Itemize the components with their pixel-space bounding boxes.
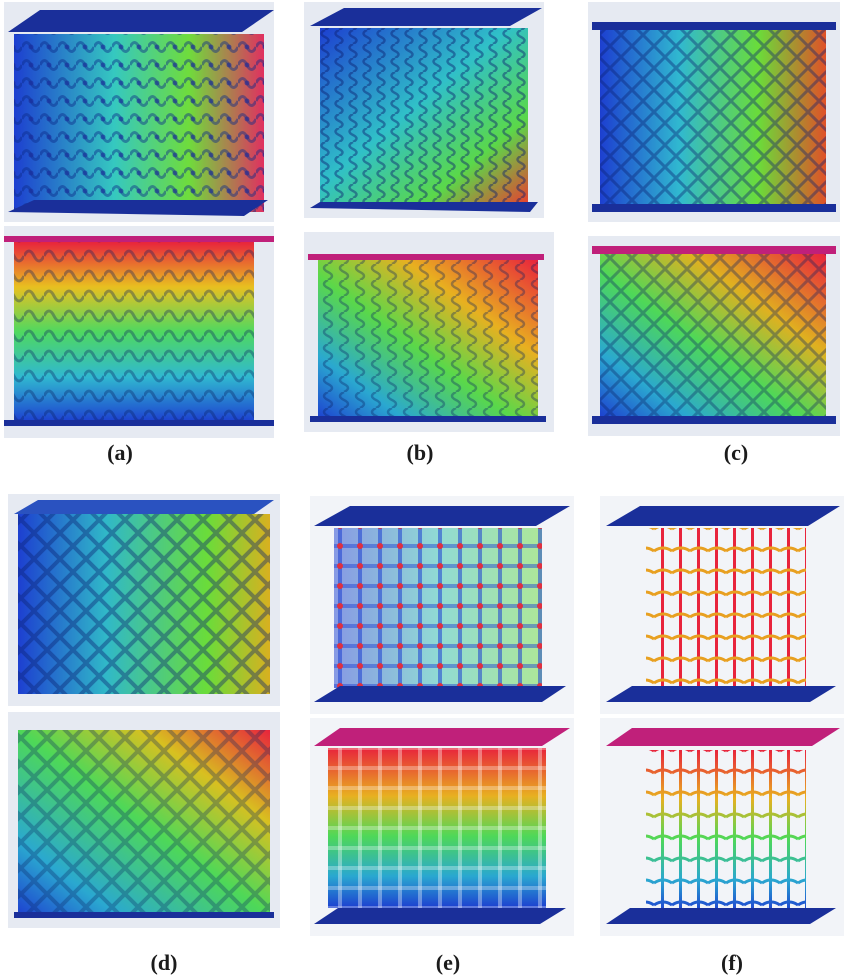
panel-a-displacement-image — [4, 236, 274, 426]
panel-d-stress-image — [14, 500, 274, 694]
panel-b-displacement-image — [308, 254, 546, 422]
panel-e-stress-image — [314, 506, 570, 702]
panel-a-stress-plot — [4, 2, 274, 222]
panel-c-displacement-image — [592, 246, 836, 424]
caption-f: (f) — [721, 950, 743, 975]
caption-c: (c) — [723, 440, 749, 465]
caption-e: (e) — [435, 950, 461, 975]
caption-a: (a) — [107, 440, 133, 465]
panel-e-stress-plot — [310, 496, 574, 714]
panel-e-displacement-plot — [310, 718, 574, 936]
panel-a-displacement-plot — [4, 226, 274, 438]
caption-d: (d) — [150, 950, 178, 975]
panel-b-stress-image — [310, 8, 542, 212]
panel-b-stress-plot — [304, 2, 544, 218]
panel-f-displacement-plot — [600, 718, 844, 936]
panel-f-stress-image — [606, 506, 840, 702]
panel-f-stress-plot — [600, 496, 844, 714]
panel-d-displacement-plot — [8, 712, 280, 928]
caption-b: (b) — [406, 440, 434, 465]
panel-d-stress-plot — [8, 494, 280, 706]
panel-b-displacement-plot — [304, 232, 554, 432]
panel-a-stress-image — [8, 10, 274, 216]
panel-c-stress-plot — [588, 2, 840, 222]
panel-e-displacement-image — [314, 728, 570, 924]
panel-f-displacement-image — [606, 728, 840, 924]
panel-c-displacement-plot — [588, 236, 840, 436]
panel-d-displacement-image — [14, 730, 274, 918]
panel-c-stress-image — [592, 22, 836, 212]
